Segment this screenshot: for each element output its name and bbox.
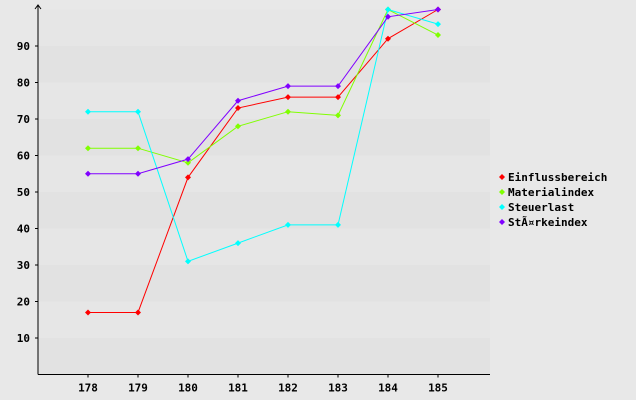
- x-axis-ticks: 178 179 180 181 182 183 184 185: [78, 374, 448, 395]
- series-materialindex: [85, 6, 441, 166]
- series-line: [88, 8, 439, 164]
- data-point: [185, 258, 191, 265]
- data-point: [335, 221, 341, 228]
- legend-label: Steuerlast: [508, 201, 574, 214]
- grid-band: [38, 46, 490, 83]
- grid-band: [38, 338, 490, 375]
- legend-label: Materialindex: [508, 186, 594, 199]
- x-tick-label: 183: [328, 382, 348, 395]
- data-point: [435, 21, 441, 28]
- data-point: [135, 145, 141, 152]
- data-point: [285, 108, 291, 115]
- data-point: [85, 309, 91, 316]
- data-point: [285, 94, 291, 101]
- legend-marker: [499, 204, 505, 210]
- data-point: [235, 97, 241, 104]
- series-line: [88, 8, 439, 262]
- y-tick-label: 90: [17, 40, 30, 53]
- data-point: [135, 108, 141, 115]
- legend: Einflussbereich Materialindex Steuerlast St…: [499, 171, 607, 229]
- data-point: [185, 174, 191, 181]
- y-tick-label: 70: [17, 113, 30, 126]
- data-point: [335, 94, 341, 101]
- x-tick-label: 182: [278, 382, 298, 395]
- grid-band: [38, 82, 490, 119]
- series-strkeindex: [85, 6, 441, 177]
- data-point: [235, 105, 241, 112]
- series-line: [88, 9, 439, 313]
- data-point: [235, 123, 241, 130]
- y-tick-label: 80: [17, 77, 30, 90]
- x-tick-label: 185: [428, 382, 448, 395]
- legend-label: Einflussbereich: [508, 171, 607, 184]
- data-point: [135, 170, 141, 177]
- legend-marker: [499, 189, 505, 195]
- data-point: [335, 83, 341, 90]
- grid-band: [38, 192, 490, 229]
- x-tick-label: 178: [78, 382, 98, 395]
- data-point: [435, 32, 441, 39]
- y-tick-label: 50: [17, 186, 30, 199]
- data-point: [85, 145, 91, 152]
- x-tick-label: 179: [128, 382, 148, 395]
- data-point: [385, 6, 391, 13]
- y-tick-label: 20: [17, 296, 30, 309]
- legend-label: StÃ¤rkeindex: [508, 216, 588, 229]
- data-point: [335, 112, 341, 119]
- y-tick-label: 30: [17, 259, 30, 272]
- series-lines: [85, 6, 441, 316]
- data-point: [135, 309, 141, 316]
- series-steuerlast: [85, 6, 441, 265]
- grid-band: [38, 228, 490, 265]
- y-tick-label: 10: [17, 332, 30, 345]
- data-point: [385, 35, 391, 42]
- grid-band: [38, 301, 490, 338]
- data-point: [85, 108, 91, 115]
- data-point: [185, 159, 191, 166]
- y-axis-arrow: [34, 4, 42, 10]
- x-tick-label: 181: [228, 382, 248, 395]
- data-point: [285, 83, 291, 90]
- y-tick-label: 40: [17, 223, 30, 236]
- y-tick-label: 60: [17, 150, 30, 163]
- data-point: [185, 156, 191, 163]
- y-axis-ticks: 10 20 30 40 50 60 70 80 90: [17, 40, 38, 345]
- axes: [34, 4, 490, 375]
- data-point: [85, 170, 91, 177]
- legend-marker: [499, 219, 505, 225]
- x-tick-label: 180: [178, 382, 198, 395]
- grid-band: [38, 119, 490, 156]
- data-point: [235, 240, 241, 247]
- x-tick-label: 184: [378, 382, 398, 395]
- data-point: [435, 6, 441, 13]
- grid-band: [38, 265, 490, 302]
- series-line: [88, 9, 439, 175]
- grid-bands: [38, 9, 490, 375]
- legend-marker: [499, 174, 505, 180]
- data-point: [385, 13, 391, 20]
- grid-band: [38, 9, 490, 46]
- data-point: [285, 221, 291, 228]
